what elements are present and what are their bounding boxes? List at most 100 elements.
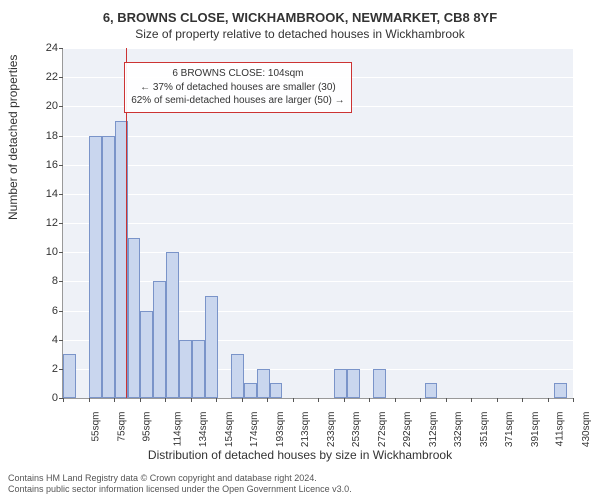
x-tick-label: 55sqm <box>91 412 102 442</box>
x-tick-label: 411sqm <box>554 412 565 447</box>
y-tick-label: 8 <box>30 275 58 287</box>
y-tick-label: 14 <box>30 188 58 200</box>
x-tick <box>216 398 217 402</box>
attribution-line: Contains HM Land Registry data © Crown c… <box>8 473 352 485</box>
x-tick-label: 95sqm <box>142 412 153 442</box>
x-tick-label: 332sqm <box>453 412 464 448</box>
histogram-bar <box>179 340 192 398</box>
y-tick-label: 18 <box>30 130 58 142</box>
histogram-bar <box>270 383 283 398</box>
gridline <box>63 194 573 195</box>
y-axis-label: Number of detached properties <box>6 55 20 220</box>
y-tick <box>59 281 63 282</box>
histogram-bar <box>257 369 270 398</box>
page-title: 6, BROWNS CLOSE, WICKHAMBROOK, NEWMARKET… <box>0 0 600 25</box>
histogram-bar <box>102 136 115 399</box>
y-tick <box>59 223 63 224</box>
x-tick-label: 193sqm <box>275 412 286 448</box>
x-tick <box>420 398 421 402</box>
histogram-plot: 6 BROWNS CLOSE: 104sqm← 37% of detached … <box>62 48 573 399</box>
x-tick <box>446 398 447 402</box>
gridline <box>63 48 573 49</box>
annotation-box: 6 BROWNS CLOSE: 104sqm← 37% of detached … <box>124 62 351 113</box>
y-tick-label: 24 <box>30 42 58 54</box>
histogram-bar <box>334 369 347 398</box>
x-tick-label: 312sqm <box>428 412 439 448</box>
histogram-bar <box>205 296 218 398</box>
histogram-bar <box>425 383 438 398</box>
x-tick-label: 292sqm <box>402 412 413 448</box>
x-tick-label: 253sqm <box>351 412 362 448</box>
x-tick <box>63 398 64 402</box>
y-tick <box>59 106 63 107</box>
x-tick-label: 174sqm <box>249 412 260 448</box>
x-tick <box>573 398 574 402</box>
histogram-bar <box>373 369 386 398</box>
y-tick <box>59 48 63 49</box>
y-tick-label: 0 <box>30 392 58 404</box>
y-tick-label: 4 <box>30 334 58 346</box>
histogram-bar <box>244 383 257 398</box>
x-tick <box>548 398 549 402</box>
y-tick-label: 22 <box>30 71 58 83</box>
x-tick-label: 430sqm <box>581 412 592 448</box>
x-tick-label: 114sqm <box>172 412 183 447</box>
y-tick <box>59 252 63 253</box>
histogram-bar <box>231 354 244 398</box>
histogram-bar <box>192 340 205 398</box>
attribution-text: Contains HM Land Registry data © Crown c… <box>8 473 352 496</box>
y-tick-label: 6 <box>30 305 58 317</box>
x-tick <box>293 398 294 402</box>
x-tick <box>318 398 319 402</box>
x-tick-label: 371sqm <box>504 412 515 448</box>
x-tick <box>369 398 370 402</box>
y-tick <box>59 194 63 195</box>
histogram-bar <box>63 354 76 398</box>
y-tick <box>59 311 63 312</box>
y-tick <box>59 340 63 341</box>
x-tick <box>114 398 115 402</box>
gridline <box>63 223 573 224</box>
x-tick <box>165 398 166 402</box>
annotation-line: ← 37% of detached houses are smaller (30… <box>131 81 344 95</box>
x-tick-label: 272sqm <box>377 412 388 448</box>
histogram-bar <box>166 252 179 398</box>
x-tick <box>497 398 498 402</box>
x-tick-label: 213sqm <box>300 412 311 448</box>
x-tick-label: 233sqm <box>326 412 337 448</box>
gridline <box>63 136 573 137</box>
histogram-bar <box>128 238 141 398</box>
annotation-line: 62% of semi-detached houses are larger (… <box>131 94 344 108</box>
y-tick-label: 2 <box>30 363 58 375</box>
annotation-line: 6 BROWNS CLOSE: 104sqm <box>131 67 344 81</box>
y-tick <box>59 136 63 137</box>
x-tick <box>344 398 345 402</box>
y-tick <box>59 165 63 166</box>
histogram-bar <box>554 383 567 398</box>
histogram-bar <box>140 311 153 399</box>
gridline <box>63 165 573 166</box>
y-tick-label: 12 <box>30 217 58 229</box>
x-tick-label: 351sqm <box>479 412 490 448</box>
x-tick <box>395 398 396 402</box>
x-tick <box>89 398 90 402</box>
x-tick <box>191 398 192 402</box>
y-tick-label: 16 <box>30 159 58 171</box>
x-tick <box>522 398 523 402</box>
y-tick-label: 10 <box>30 246 58 258</box>
x-tick-label: 154sqm <box>224 412 235 448</box>
x-tick <box>242 398 243 402</box>
histogram-bar <box>89 136 102 399</box>
attribution-line: Contains public sector information licen… <box>8 484 352 496</box>
x-tick-label: 75sqm <box>116 412 127 442</box>
x-tick-label: 391sqm <box>530 412 541 448</box>
x-tick-label: 134sqm <box>198 412 209 448</box>
histogram-bar <box>153 281 166 398</box>
y-tick <box>59 77 63 78</box>
x-tick <box>267 398 268 402</box>
y-tick-label: 20 <box>30 100 58 112</box>
histogram-bar <box>347 369 360 398</box>
page-subtitle: Size of property relative to detached ho… <box>0 27 600 41</box>
x-tick <box>471 398 472 402</box>
x-tick <box>140 398 141 402</box>
